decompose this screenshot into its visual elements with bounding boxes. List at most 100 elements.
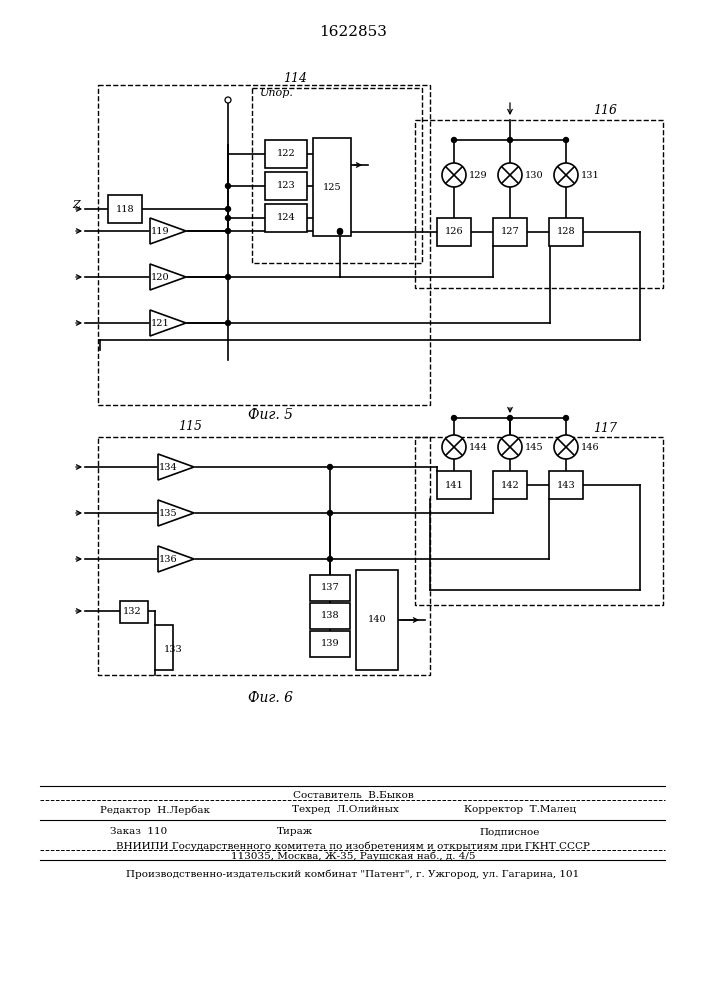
- Bar: [493, 471, 527, 499]
- Bar: [98, 85, 430, 405]
- Text: 137: 137: [321, 584, 339, 592]
- Text: 120: 120: [151, 272, 169, 282]
- Text: 145: 145: [525, 442, 544, 452]
- Bar: [356, 570, 398, 670]
- Bar: [108, 195, 142, 223]
- Text: 116: 116: [593, 104, 617, 116]
- Circle shape: [554, 163, 578, 187]
- Bar: [120, 601, 148, 623]
- Circle shape: [337, 230, 342, 234]
- Text: 124: 124: [276, 214, 296, 223]
- Text: 134: 134: [158, 462, 177, 472]
- Bar: [415, 437, 663, 605]
- Bar: [265, 204, 307, 232]
- Circle shape: [226, 274, 230, 279]
- Text: 127: 127: [501, 228, 520, 236]
- Polygon shape: [150, 264, 186, 290]
- Bar: [493, 218, 527, 246]
- Text: Техред  Л.Олийных: Техред Л.Олийных: [291, 806, 399, 814]
- Text: 132: 132: [123, 606, 141, 615]
- Text: 115: 115: [178, 420, 202, 434]
- Text: 139: 139: [321, 640, 339, 648]
- Text: 141: 141: [445, 481, 463, 489]
- Circle shape: [327, 556, 332, 562]
- Circle shape: [327, 510, 332, 516]
- Circle shape: [498, 435, 522, 459]
- Text: 133: 133: [164, 646, 182, 654]
- Text: Производственно-издательский комбинат "Патент", г. Ужгород, ул. Гагарина, 101: Производственно-издательский комбинат "П…: [127, 869, 580, 879]
- Circle shape: [498, 163, 522, 187]
- Text: 138: 138: [321, 611, 339, 620]
- Text: 121: 121: [151, 318, 170, 328]
- Circle shape: [225, 97, 231, 103]
- Bar: [549, 218, 583, 246]
- Text: 135: 135: [158, 508, 177, 518]
- Bar: [310, 575, 350, 601]
- Text: 117: 117: [593, 422, 617, 434]
- Text: 140: 140: [368, 615, 386, 624]
- Bar: [437, 471, 471, 499]
- Bar: [437, 218, 471, 246]
- Text: Заказ  110: Заказ 110: [110, 828, 168, 836]
- Polygon shape: [150, 218, 186, 244]
- Circle shape: [226, 207, 230, 212]
- Bar: [549, 471, 583, 499]
- Text: 146: 146: [581, 442, 600, 452]
- Text: 118: 118: [116, 205, 134, 214]
- Text: ВНИИПИ Государственного комитета по изобретениям и открытиям при ГКНТ СССР: ВНИИПИ Государственного комитета по изоб…: [116, 841, 590, 851]
- Text: Подписное: Подписное: [480, 828, 540, 836]
- Text: 122: 122: [276, 149, 296, 158]
- Bar: [310, 603, 350, 629]
- Circle shape: [442, 163, 466, 187]
- Polygon shape: [158, 454, 194, 480]
- Circle shape: [563, 416, 568, 420]
- Circle shape: [226, 216, 230, 221]
- Text: 129: 129: [469, 170, 488, 180]
- Text: 113035, Москва, Ж-35, Раушская наб., д. 4/5: 113035, Москва, Ж-35, Раушская наб., д. …: [230, 851, 475, 861]
- Circle shape: [337, 229, 342, 233]
- Polygon shape: [150, 310, 186, 336]
- Text: 114: 114: [283, 72, 307, 85]
- Text: Фиг. 6: Фиг. 6: [247, 691, 293, 705]
- Text: 119: 119: [151, 227, 169, 235]
- Text: 131: 131: [581, 170, 600, 180]
- Bar: [415, 120, 663, 288]
- Bar: [98, 437, 430, 675]
- Bar: [252, 88, 422, 263]
- Polygon shape: [158, 546, 194, 572]
- Bar: [313, 138, 351, 236]
- Text: Z: Z: [72, 200, 80, 210]
- Bar: [310, 631, 350, 657]
- Text: 143: 143: [556, 481, 575, 489]
- Bar: [265, 172, 307, 200]
- Text: Редактор  Н.Лербак: Редактор Н.Лербак: [100, 805, 210, 815]
- Text: 144: 144: [469, 442, 488, 452]
- Circle shape: [226, 229, 230, 233]
- Circle shape: [226, 184, 230, 188]
- Circle shape: [563, 137, 568, 142]
- Text: Корректор  Т.Малец: Корректор Т.Малец: [464, 806, 576, 814]
- Bar: [155, 625, 173, 670]
- Circle shape: [226, 320, 230, 326]
- Text: Тираж: Тираж: [277, 828, 313, 836]
- Circle shape: [508, 416, 513, 420]
- Text: 128: 128: [556, 228, 575, 236]
- Circle shape: [327, 464, 332, 470]
- Text: Uпор.: Uпор.: [260, 88, 294, 98]
- Text: Фиг. 5: Фиг. 5: [247, 408, 293, 422]
- Circle shape: [508, 137, 513, 142]
- Circle shape: [452, 416, 457, 420]
- Text: 1622853: 1622853: [319, 25, 387, 39]
- Circle shape: [554, 435, 578, 459]
- Polygon shape: [158, 500, 194, 526]
- Circle shape: [442, 435, 466, 459]
- Text: 142: 142: [501, 481, 520, 489]
- Text: 125: 125: [322, 182, 341, 192]
- Text: 130: 130: [525, 170, 544, 180]
- Text: 123: 123: [276, 182, 296, 190]
- Text: 126: 126: [445, 228, 463, 236]
- Text: 136: 136: [158, 554, 177, 564]
- Circle shape: [452, 137, 457, 142]
- Bar: [265, 140, 307, 168]
- Text: Составитель  В.Быков: Составитель В.Быков: [293, 790, 414, 800]
